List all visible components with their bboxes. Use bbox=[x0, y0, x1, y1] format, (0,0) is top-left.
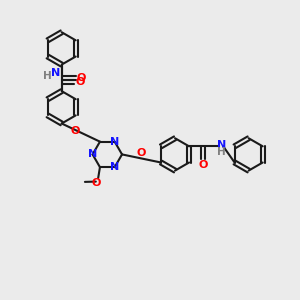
Text: O: O bbox=[70, 126, 80, 136]
Text: O: O bbox=[76, 77, 85, 87]
Text: N: N bbox=[110, 162, 119, 172]
Text: O: O bbox=[92, 178, 101, 188]
Text: O: O bbox=[76, 73, 86, 83]
Text: N: N bbox=[217, 140, 226, 150]
Text: O: O bbox=[199, 160, 208, 170]
Text: N: N bbox=[110, 137, 119, 147]
Text: O: O bbox=[137, 148, 146, 158]
Text: N: N bbox=[88, 149, 97, 159]
Text: N: N bbox=[51, 68, 60, 78]
Text: H: H bbox=[217, 147, 226, 157]
Text: H: H bbox=[43, 71, 52, 81]
